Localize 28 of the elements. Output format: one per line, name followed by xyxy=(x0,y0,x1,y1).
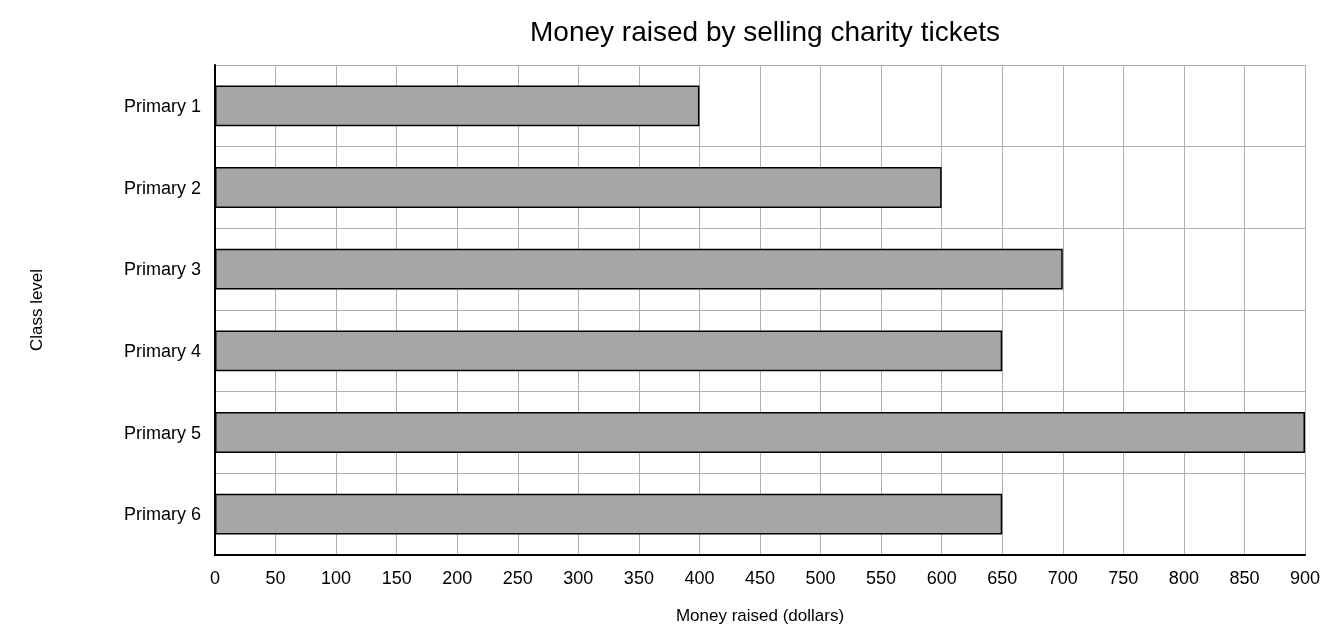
x-axis-title: Money raised (dollars) xyxy=(675,606,845,625)
x-tick-label: 200 xyxy=(442,568,473,588)
x-tick-label: 250 xyxy=(502,568,533,588)
y-tick-label: Primary 2 xyxy=(123,177,201,198)
x-tick-label: 100 xyxy=(321,568,352,588)
x-tick-label: 150 xyxy=(381,568,412,588)
x-tick-label: 0 xyxy=(209,568,221,588)
x-tick-label: 300 xyxy=(563,568,594,588)
x-tick-label: 600 xyxy=(926,568,957,588)
x-tick-label: 50 xyxy=(265,568,286,588)
x-tick-label: 500 xyxy=(805,568,836,588)
x-tick-label: 400 xyxy=(684,568,715,588)
y-axis-title: Class level xyxy=(27,268,46,352)
x-tick-label: 550 xyxy=(866,568,897,588)
x-tick-label: 850 xyxy=(1229,568,1260,588)
y-tick-label: Primary 4 xyxy=(123,340,201,361)
y-tick-label: Primary 1 xyxy=(123,95,201,116)
x-tick-label: 800 xyxy=(1168,568,1199,588)
y-tick-label: Primary 5 xyxy=(123,422,201,443)
x-tick-label: 750 xyxy=(1108,568,1139,588)
y-tick-label: Primary 3 xyxy=(123,259,201,280)
chart-title: Money raised by selling charity tickets xyxy=(530,15,1000,47)
x-tick-label: 700 xyxy=(1047,568,1078,588)
x-tick-label: 350 xyxy=(623,568,654,588)
x-tick-label: 450 xyxy=(744,568,776,588)
x-tick-label: 900 xyxy=(1289,568,1321,588)
x-tick-label: 650 xyxy=(987,568,1018,588)
y-tick-label: Primary 6 xyxy=(123,504,201,525)
